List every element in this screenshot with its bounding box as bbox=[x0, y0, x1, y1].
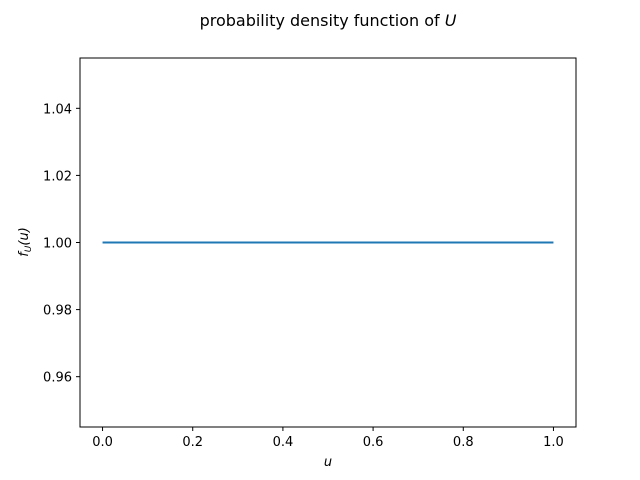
y-axis-label-arg: (u) bbox=[17, 227, 32, 245]
y-axis-label: fU(u) bbox=[17, 227, 34, 257]
x-tick-label: 0.8 bbox=[453, 435, 474, 450]
y-tick-label: 1.02 bbox=[43, 169, 72, 184]
chart-title-math: U bbox=[445, 11, 457, 30]
x-tick-label: 0.4 bbox=[273, 435, 294, 450]
y-tick-label: 1.04 bbox=[43, 102, 72, 117]
y-axis-ticks: 0.96 0.98 1.00 1.02 1.04 bbox=[43, 102, 80, 386]
chart-title-prefix: probability density function of bbox=[200, 11, 445, 30]
y-axis-label-sub: U bbox=[24, 245, 34, 252]
x-tick-label: 0.0 bbox=[92, 435, 113, 450]
x-tick-label: 0.6 bbox=[363, 435, 384, 450]
x-axis-label: u bbox=[324, 455, 332, 470]
y-tick-label: 1.00 bbox=[43, 237, 72, 252]
x-tick-label: 1.0 bbox=[543, 435, 564, 450]
y-axis-label-main: f bbox=[17, 250, 32, 257]
x-axis-ticks: 0.0 0.2 0.4 0.6 0.8 1.0 bbox=[92, 427, 564, 450]
y-tick-label: 0.96 bbox=[43, 371, 72, 386]
chart-title: probability density function of U bbox=[200, 11, 457, 30]
y-tick-label: 0.98 bbox=[43, 304, 72, 319]
x-tick-label: 0.2 bbox=[182, 435, 203, 450]
